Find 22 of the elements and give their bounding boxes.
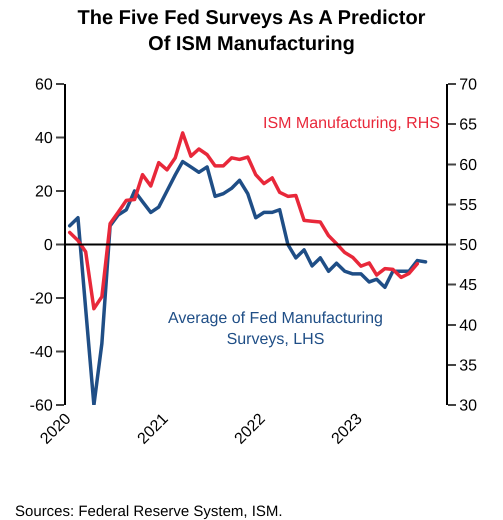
y2-tick-label: 50 <box>459 237 478 254</box>
y-tick-label: 0 <box>44 237 53 254</box>
y2-tick-label: 65 <box>459 116 478 134</box>
y2-tick-label: 70 <box>459 76 478 94</box>
y-tick-label: 20 <box>35 184 53 201</box>
y2-tick-label: 60 <box>459 156 478 174</box>
y-tick-label: 40 <box>35 130 53 148</box>
y2-tick-label: 30 <box>459 398 478 415</box>
y-tick-label: -60 <box>30 398 53 415</box>
y2-tick-label: 40 <box>459 317 478 334</box>
series-label: ISM Manufacturing, RHS <box>263 115 440 132</box>
line-series <box>68 131 420 310</box>
line-series <box>68 160 428 405</box>
y-tick-label: 60 <box>35 76 53 94</box>
y-tick-label: -40 <box>30 344 53 362</box>
y2-tick-label: 55 <box>459 196 478 214</box>
y-tick-label: -20 <box>30 290 53 308</box>
chart-title: The Five Fed Surveys As A Predictor Of ISM Manufacturing <box>78 6 426 55</box>
y2-tick-label: 45 <box>459 277 478 294</box>
source-note: Sources: Federal Reserve System, ISM. <box>15 503 283 520</box>
y2-tick-label: 35 <box>459 357 478 374</box>
series-label: Average of Fed Manufacturing Surveys, LHS <box>168 310 383 348</box>
